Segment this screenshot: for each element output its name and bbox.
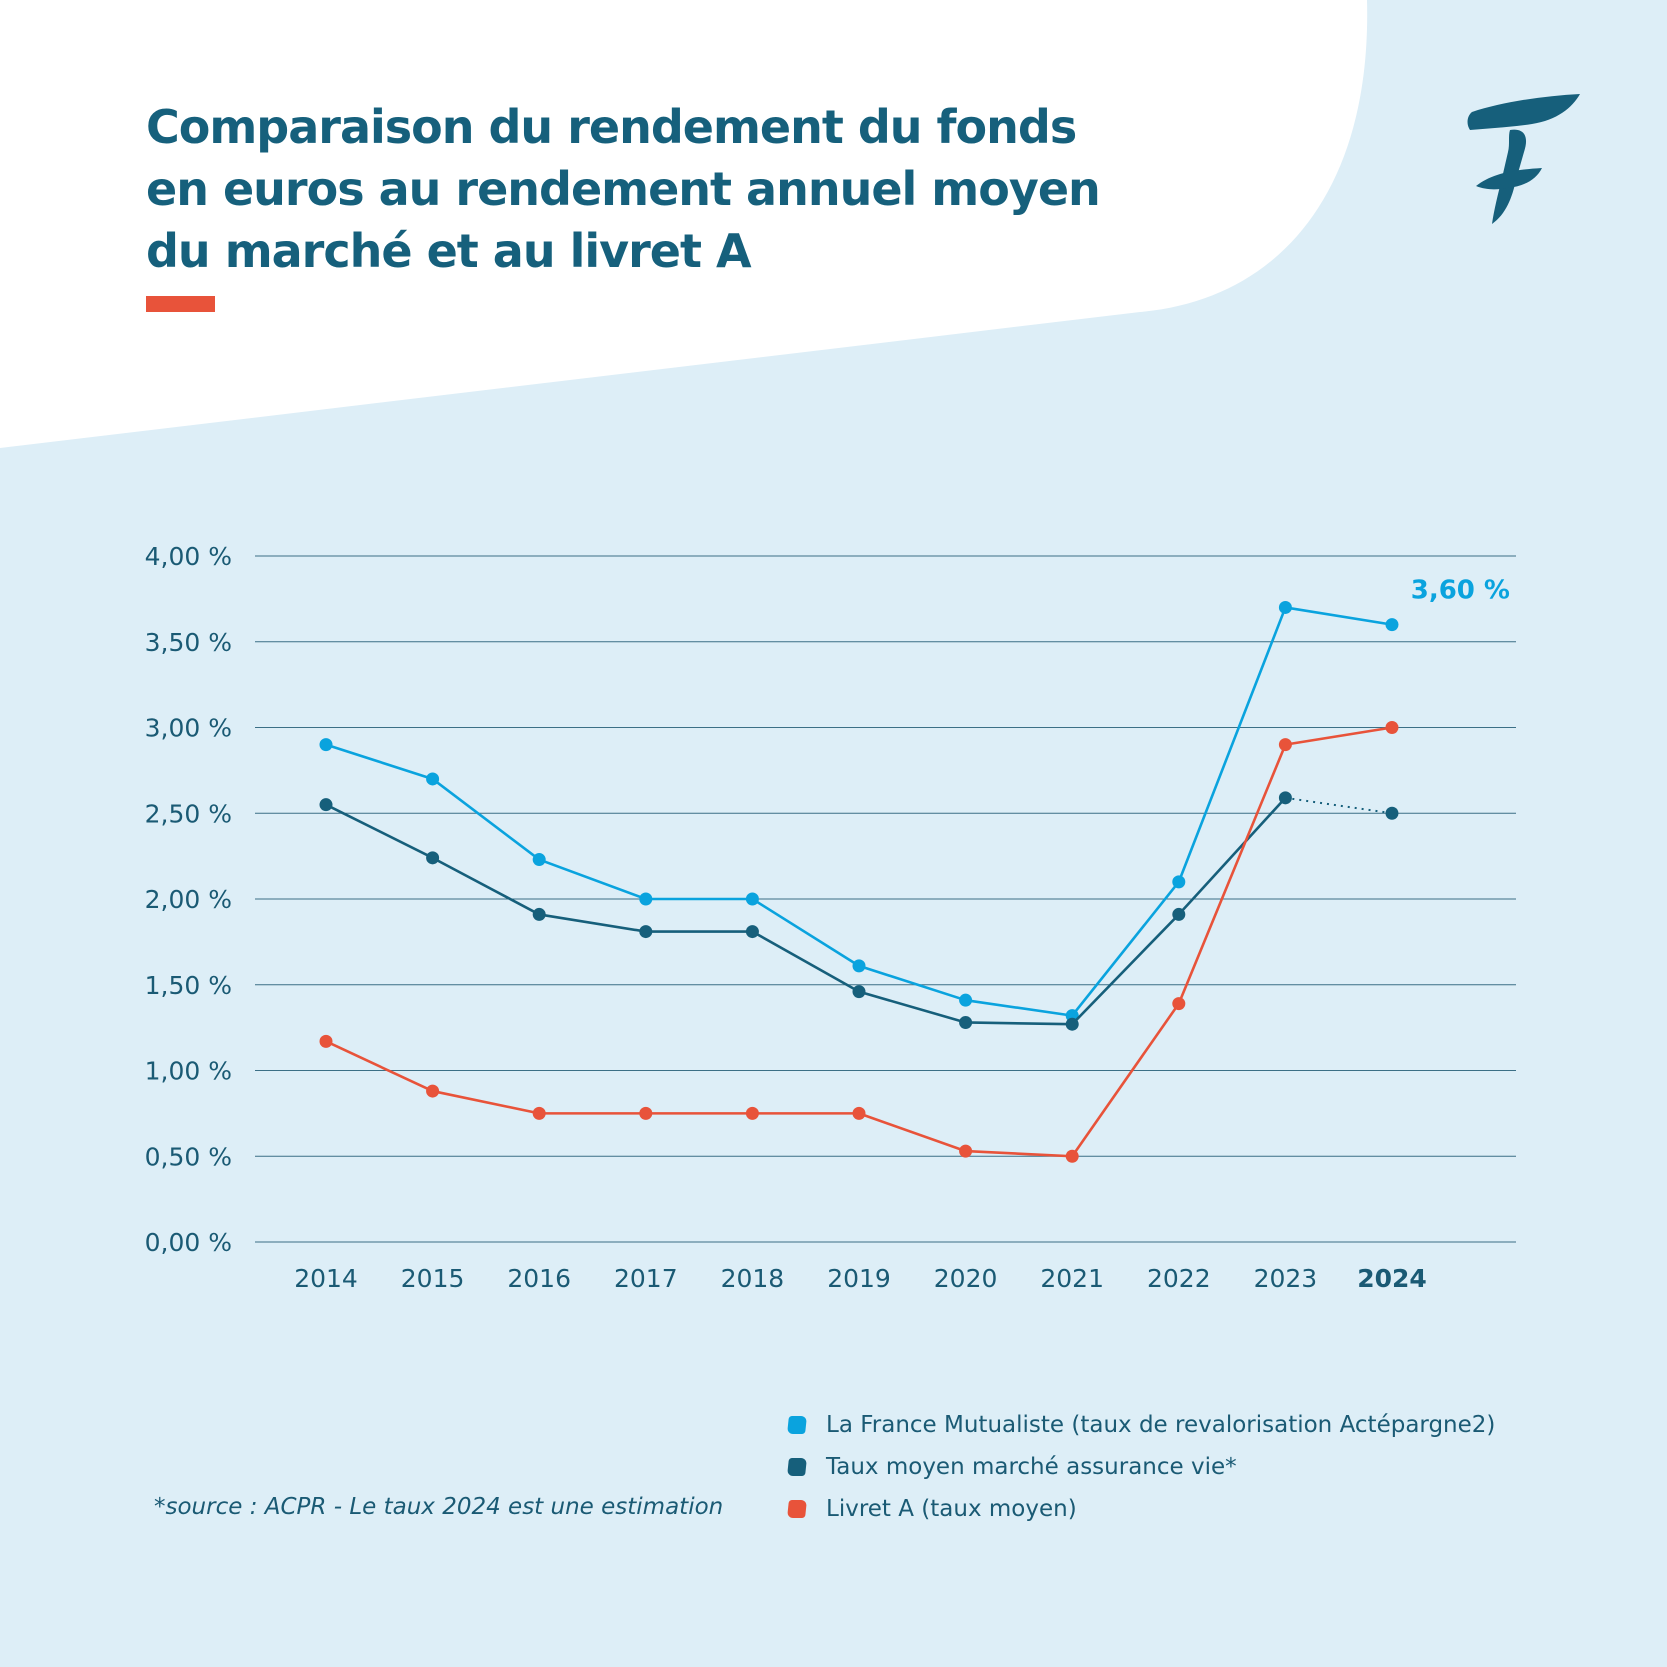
x-tick-label: 2014 xyxy=(294,1264,358,1293)
data-point xyxy=(1278,600,1292,614)
data-point xyxy=(1065,1017,1079,1031)
data-point xyxy=(745,925,759,939)
la-france-mutualiste-logo xyxy=(1467,94,1580,224)
title-accent-bar xyxy=(146,296,215,312)
data-point xyxy=(319,798,333,812)
data-point xyxy=(319,738,333,752)
chart-title: Comparaison du rendement du fonds en eur… xyxy=(146,100,1101,278)
data-point xyxy=(852,1106,866,1120)
series-line xyxy=(325,796,1287,1026)
data-point xyxy=(532,853,546,867)
legend-label: La France Mutualiste (taux de revalorisa… xyxy=(826,1412,1496,1438)
data-point xyxy=(959,1015,973,1029)
series-line xyxy=(325,606,1393,1017)
x-tick-label: 2024 xyxy=(1357,1264,1427,1293)
x-tick-label: 2019 xyxy=(827,1264,891,1293)
legend: La France Mutualiste (taux de revalorisa… xyxy=(787,1404,1496,1530)
legend-swatch-icon xyxy=(787,1416,807,1434)
data-point xyxy=(852,959,866,973)
data-point xyxy=(1278,738,1292,752)
data-point xyxy=(532,907,546,921)
x-tick-label: 2018 xyxy=(721,1264,785,1293)
x-tick-label: 2021 xyxy=(1040,1264,1104,1293)
data-point xyxy=(426,1084,440,1098)
legend-item-la-france-mutualiste: La France Mutualiste (taux de revalorisa… xyxy=(787,1404,1496,1446)
data-point xyxy=(1172,907,1186,921)
data-point xyxy=(639,1106,653,1120)
series-1 xyxy=(319,600,1399,1023)
legend-label: Taux moyen marché assurance vie* xyxy=(826,1454,1237,1480)
legend-label: Livret A (taux moyen) xyxy=(826,1496,1077,1522)
series-line xyxy=(325,726,1393,1158)
y-tick-label: 2,00 % xyxy=(145,885,232,914)
y-tick-label: 4,00 % xyxy=(145,542,232,571)
series-lines xyxy=(319,600,1399,1163)
data-point xyxy=(1385,721,1399,734)
data-point xyxy=(532,1106,546,1120)
x-axis-ticks: 2014 2015 2016 2017 2018 2019 2020 2021 2022 2023… xyxy=(294,1264,1427,1293)
data-point xyxy=(959,993,973,1007)
x-tick-label: 2017 xyxy=(614,1264,678,1293)
x-tick-label: 2023 xyxy=(1254,1264,1318,1293)
series-3 xyxy=(319,721,1399,1163)
y-tick-label: 0,50 % xyxy=(145,1142,232,1171)
legend-swatch-icon xyxy=(787,1458,807,1476)
y-tick-label: 3,50 % xyxy=(145,628,232,657)
annotations: 3,60 % xyxy=(1411,576,1510,606)
data-point xyxy=(319,1034,333,1048)
data-point xyxy=(1385,806,1399,820)
data-point xyxy=(639,892,653,906)
data-point xyxy=(1172,875,1186,889)
legend-item-livret-a: Livret A (taux moyen) xyxy=(787,1488,1495,1530)
data-point xyxy=(745,1106,759,1120)
legend-item-taux-moyen-marche: Taux moyen marché assurance vie* xyxy=(787,1446,1495,1488)
y-tick-label: 3,00 % xyxy=(145,714,232,743)
data-point xyxy=(1385,618,1399,632)
x-tick-label: 2022 xyxy=(1147,1264,1211,1293)
data-point xyxy=(1172,997,1186,1011)
header-panel-shape xyxy=(0,0,1368,448)
y-tick-label: 1,00 % xyxy=(145,1057,232,1086)
data-point xyxy=(745,892,759,906)
y-tick-label: 1,50 % xyxy=(145,971,232,1000)
data-point xyxy=(639,925,653,939)
y-axis-ticks: 0,00 % 0,50 % 1,00 % 1,50 % 2,00 % 2,50 % 3,00… xyxy=(145,542,232,1257)
data-point xyxy=(1065,1149,1079,1163)
series-line-estimate xyxy=(1285,796,1393,815)
logo-f-icon xyxy=(1467,94,1580,224)
x-tick-label: 2020 xyxy=(934,1264,998,1293)
data-point xyxy=(852,985,866,999)
y-tick-label: 0,00 % xyxy=(145,1228,232,1257)
legend-swatch-icon xyxy=(787,1500,807,1518)
series-2 xyxy=(319,791,1399,1031)
data-point xyxy=(426,851,440,865)
y-tick-label: 2,50 % xyxy=(145,799,232,828)
data-point xyxy=(1278,791,1292,805)
x-tick-label: 2016 xyxy=(507,1264,571,1293)
source-footnote: *source : ACPR - Le taux 2024 est une es… xyxy=(154,1494,724,1520)
x-tick-label: 2015 xyxy=(401,1264,465,1293)
grid-lines xyxy=(255,555,1516,1243)
data-point xyxy=(959,1144,973,1158)
data-point xyxy=(426,772,440,786)
value-annotation: 3,60 % xyxy=(1411,576,1510,606)
